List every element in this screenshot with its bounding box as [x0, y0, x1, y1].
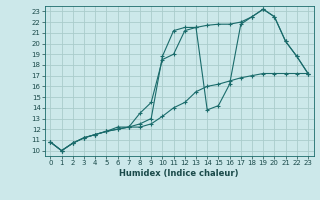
X-axis label: Humidex (Indice chaleur): Humidex (Indice chaleur) — [119, 169, 239, 178]
